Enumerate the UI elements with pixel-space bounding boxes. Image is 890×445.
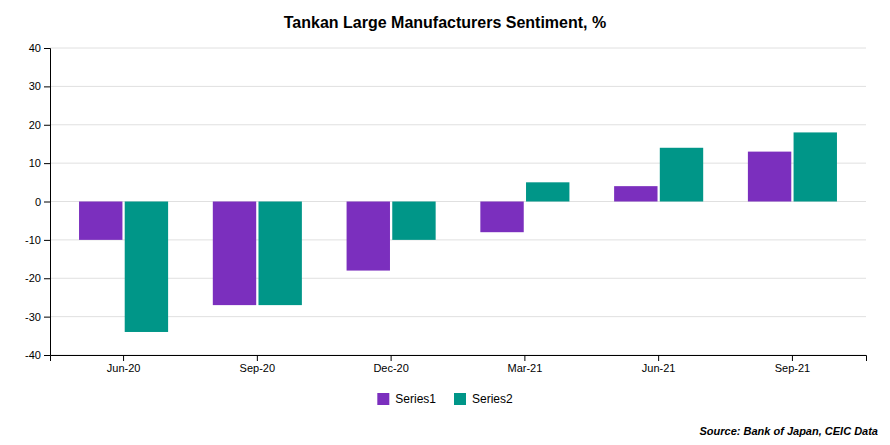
y-tick-mark	[44, 278, 50, 279]
bar	[614, 186, 657, 201]
bar	[347, 202, 390, 271]
y-tick-label: -30	[25, 311, 41, 323]
x-tick-mark	[257, 355, 258, 361]
grid-line	[50, 239, 866, 240]
y-tick-label: 30	[29, 80, 41, 92]
bar	[748, 152, 791, 202]
grid-line	[50, 163, 866, 164]
x-tick: Sep-21	[775, 355, 810, 374]
x-tick-mark	[524, 355, 525, 361]
legend-label: Series1	[395, 392, 436, 406]
bar	[660, 148, 703, 202]
y-tick: 20	[29, 119, 50, 131]
bar	[258, 202, 301, 306]
y-tick: 30	[29, 80, 50, 92]
x-tick-mark	[792, 355, 793, 361]
legend-swatch	[377, 393, 389, 405]
x-tick-label: Sep-21	[775, 362, 810, 374]
x-tick-label: Mar-21	[507, 362, 542, 374]
bar	[392, 202, 435, 240]
x-axis: Jun-20 Sep-20 Dec-20 Mar-21 Jun-21 Sep-21	[51, 355, 867, 374]
y-tick-label: -10	[25, 234, 41, 246]
y-tick: -10	[25, 234, 50, 246]
bar	[213, 202, 256, 306]
grid-line	[50, 278, 866, 279]
y-axis-line	[44, 49, 51, 356]
y-tick-mark	[44, 317, 50, 318]
annotation: Source: Bank of Japan, CEIC Data	[700, 425, 879, 437]
grid-line	[50, 48, 866, 49]
x-tick-label: Jun-20	[107, 362, 141, 374]
y-tick-label: -40	[25, 349, 41, 361]
bar-series	[125, 132, 837, 332]
legend: Series1 Series2	[377, 392, 513, 406]
grid-line	[50, 86, 866, 87]
y-tick: 40	[29, 42, 50, 54]
x-tick-mark	[391, 355, 392, 361]
y-tick: -20	[25, 272, 50, 284]
x-tick: Jun-20	[107, 355, 141, 374]
y-tick-mark	[44, 86, 50, 87]
x-tick: Jun-21	[642, 355, 676, 374]
title: Tankan Large Manufacturers Sentiment, %	[284, 14, 606, 31]
x-tick-label: Sep-20	[240, 362, 275, 374]
plot: -40 -30 -20 -10 0 10 20 30 40 Jun-20 Sep-20 Dec-20 M…	[25, 42, 866, 374]
bar	[526, 182, 569, 201]
legend-label: Series2	[472, 392, 513, 406]
y-tick-mark	[44, 48, 50, 49]
grid-line	[50, 201, 866, 202]
x-tick-mark	[658, 355, 659, 361]
grid-line	[50, 316, 866, 317]
bar	[480, 202, 523, 233]
y-tick: -40	[25, 349, 50, 361]
x-tick-label: Jun-21	[642, 362, 676, 374]
bar	[125, 202, 168, 332]
y-tick: 0	[35, 196, 50, 208]
y-tick-mark	[44, 240, 50, 241]
grid	[50, 48, 866, 355]
y-tick-label: -20	[25, 272, 41, 284]
bar	[794, 132, 837, 201]
y-tick-mark	[44, 125, 50, 126]
bar	[79, 202, 122, 240]
y-tick: -30	[25, 311, 50, 323]
x-axis-line	[51, 356, 867, 362]
bars	[79, 132, 837, 332]
chart: -40 -30 -20 -10 0 10 20 30 40 Jun-20 Sep-20 Dec-20 M…	[0, 0, 890, 445]
x-tick: Mar-21	[507, 355, 542, 374]
y-tick-label: 0	[35, 196, 41, 208]
grid-line	[50, 124, 866, 125]
y-tick: 10	[29, 157, 50, 169]
y-tick-label: 10	[29, 157, 41, 169]
legend-item: Series1	[377, 392, 436, 406]
x-tick-mark	[123, 355, 124, 361]
y-tick-label: 40	[29, 42, 41, 54]
y-axis: -40 -30 -20 -10 0 10 20 30 40	[25, 42, 50, 361]
x-tick-label: Dec-20	[373, 362, 408, 374]
y-tick-mark	[44, 202, 50, 203]
legend-item: Series2	[454, 392, 513, 406]
y-tick-label: 20	[29, 119, 41, 131]
y-tick-mark	[44, 355, 50, 356]
x-tick: Dec-20	[373, 355, 408, 374]
x-tick: Sep-20	[240, 355, 275, 374]
legend-swatch	[454, 393, 466, 405]
y-tick-mark	[44, 163, 50, 164]
